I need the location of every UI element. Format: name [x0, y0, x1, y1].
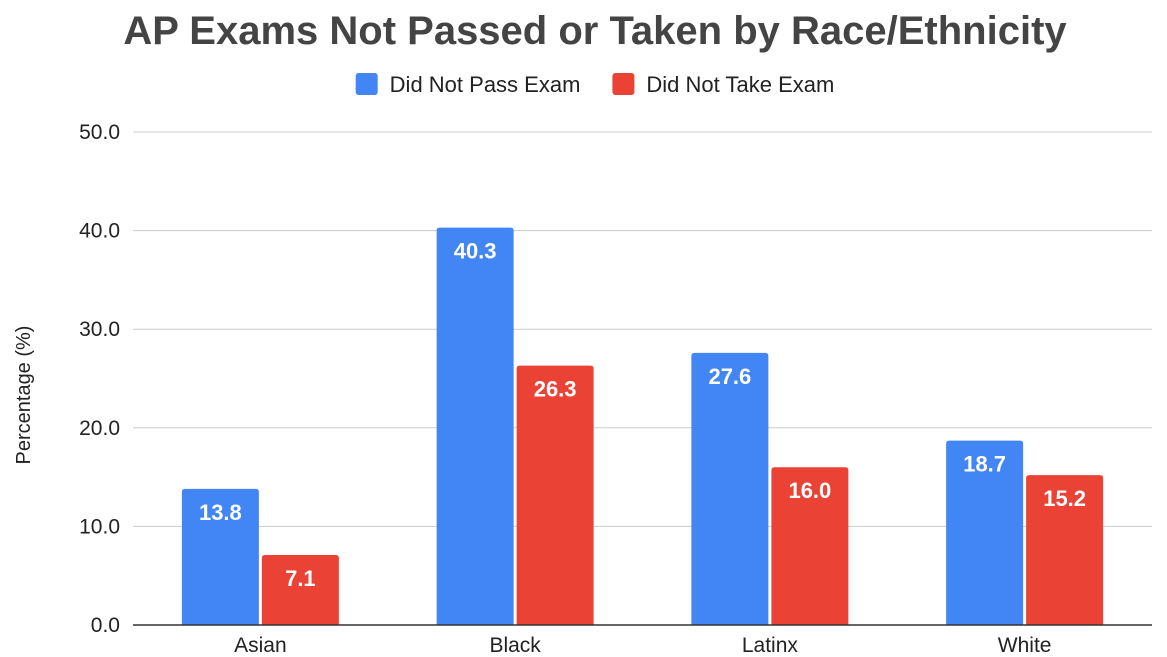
data-label: 40.3: [454, 239, 497, 264]
y-tick-label: 0.0: [91, 614, 120, 637]
legend-swatch: [612, 73, 635, 95]
bar-did-not-take-exam-asian: [261, 554, 339, 625]
chart-title: AP Exams Not Passed or Taken by Race/Eth…: [123, 9, 1067, 53]
data-label: 7.1: [285, 566, 316, 591]
y-tick-label: 40.0: [79, 220, 120, 243]
x-tick-label: White: [998, 634, 1052, 657]
data-label: 26.3: [534, 377, 577, 402]
legend: Did Not Pass Exam Did Not Take Exam: [355, 72, 834, 97]
x-tick-label: Asian: [234, 634, 287, 657]
data-label: 13.8: [199, 500, 242, 525]
bar-did-not-pass-exam-white: [946, 440, 1024, 625]
x-tick-label: Black: [489, 634, 541, 657]
bar-did-not-pass-exam-black: [436, 227, 514, 625]
bar-did-not-pass-exam-latinx: [691, 352, 769, 625]
bar-did-not-take-exam-latinx: [771, 467, 849, 625]
y-tick-label: 20.0: [79, 417, 120, 440]
data-label: 18.7: [963, 452, 1006, 477]
y-tick-label: 10.0: [79, 515, 120, 538]
y-axis-ticks: 0.0 10.0 20.0 30.0 40.0 50.0: [79, 121, 120, 637]
bar-did-not-pass-exam-asian: [181, 488, 259, 625]
data-label: 27.6: [708, 364, 751, 389]
bars: [181, 227, 1104, 625]
bar-did-not-take-exam-black: [516, 365, 594, 625]
bar-did-not-take-exam-white: [1026, 475, 1104, 625]
y-tick-label: 30.0: [79, 318, 120, 341]
legend-label: Did Not Pass Exam: [390, 72, 581, 97]
data-label: 15.2: [1043, 486, 1086, 511]
data-label: 16.0: [788, 478, 831, 503]
x-axis-ticks: Asian Black Latinx White: [234, 634, 1051, 657]
x-tick-label: Latinx: [742, 634, 799, 657]
y-tick-label: 50.0: [79, 121, 120, 144]
legend-label: Did Not Take Exam: [646, 72, 834, 97]
y-axis-label: Percentage (%): [13, 326, 35, 465]
legend-swatch: [355, 73, 378, 95]
data-labels: 13.8 7.1 40.3 26.3 27.6 16.0 18.7 15.2: [199, 239, 1086, 591]
